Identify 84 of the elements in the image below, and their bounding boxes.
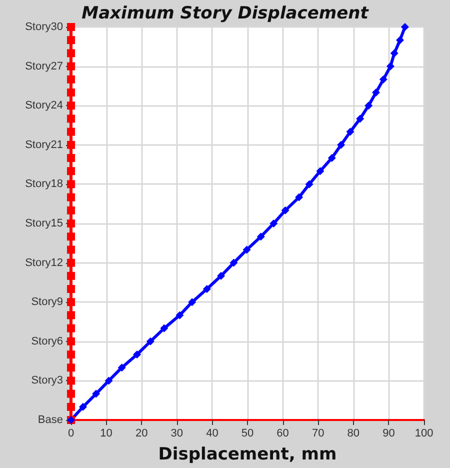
y-tick-label: Story3	[31, 374, 63, 387]
point	[67, 49, 75, 58]
point	[67, 364, 75, 372]
point	[67, 62, 75, 70]
point	[67, 180, 75, 188]
x-axis-title: Displacement, mm	[158, 444, 337, 464]
point	[67, 75, 75, 84]
point	[67, 23, 75, 31]
point	[256, 232, 265, 241]
point	[67, 167, 75, 176]
y-tick-label: Story21	[25, 138, 63, 151]
y-tick-label: Story9	[31, 296, 63, 308]
point	[364, 102, 373, 110]
point	[67, 206, 75, 214]
point	[67, 376, 75, 385]
y-tick-label: Base	[38, 414, 63, 426]
x-tick-label: 60	[276, 428, 289, 440]
point	[281, 206, 290, 214]
point	[67, 102, 75, 110]
y-tick-label: Story30	[25, 21, 63, 33]
point	[67, 193, 75, 202]
point	[67, 390, 75, 398]
point	[92, 390, 100, 398]
point	[202, 285, 211, 293]
point	[295, 193, 304, 202]
point	[305, 180, 314, 188]
point	[67, 337, 75, 346]
point	[79, 402, 87, 411]
point	[396, 36, 404, 44]
point	[67, 128, 75, 136]
point	[390, 49, 398, 58]
point	[146, 337, 154, 346]
y-tick-label: Story6	[31, 335, 63, 348]
point	[337, 140, 346, 149]
x-tick-label: 0	[68, 428, 74, 440]
point	[270, 220, 278, 228]
x-tick-label: 30	[170, 428, 184, 440]
point	[188, 298, 196, 306]
point	[67, 298, 75, 306]
point	[104, 376, 113, 385]
y-tick-label: Story12	[25, 256, 63, 269]
point	[67, 114, 75, 123]
point	[67, 350, 75, 358]
point	[67, 324, 75, 332]
chart-title: Maximum Story Displacement	[82, 4, 370, 24]
point	[400, 23, 409, 31]
point	[176, 311, 184, 320]
point	[67, 246, 75, 254]
point	[67, 272, 75, 280]
point	[67, 220, 75, 228]
point	[356, 114, 364, 123]
y-tick-label: Story27	[25, 60, 63, 72]
point	[67, 36, 75, 44]
point	[346, 128, 354, 136]
point	[316, 167, 324, 176]
point	[372, 88, 380, 96]
x-tick-label: 90	[382, 428, 395, 440]
x-tick-label: 80	[347, 428, 360, 440]
x-tick-label: 100	[414, 428, 434, 440]
point	[230, 258, 238, 267]
x-tick-label: 70	[312, 428, 324, 440]
point	[67, 232, 75, 241]
point	[379, 75, 388, 84]
point	[67, 258, 75, 267]
y-tick-label: Story18	[25, 178, 63, 190]
point	[67, 140, 75, 149]
point	[328, 154, 336, 162]
point	[67, 402, 75, 411]
point	[67, 285, 75, 293]
point	[217, 272, 226, 280]
x-tick-label: 10	[100, 428, 112, 440]
x-tick-label: 20	[135, 428, 148, 440]
point	[133, 350, 142, 358]
point	[67, 88, 75, 96]
y-tick-label: Story15	[25, 218, 63, 230]
x-tick-label: 50	[241, 428, 254, 440]
y-tick-label: Story24	[25, 100, 63, 112]
x-tick-label: 40	[206, 428, 218, 440]
point	[67, 154, 75, 162]
point	[160, 324, 168, 332]
point	[386, 62, 394, 70]
point	[242, 246, 251, 254]
point	[118, 364, 126, 372]
point	[67, 311, 75, 320]
